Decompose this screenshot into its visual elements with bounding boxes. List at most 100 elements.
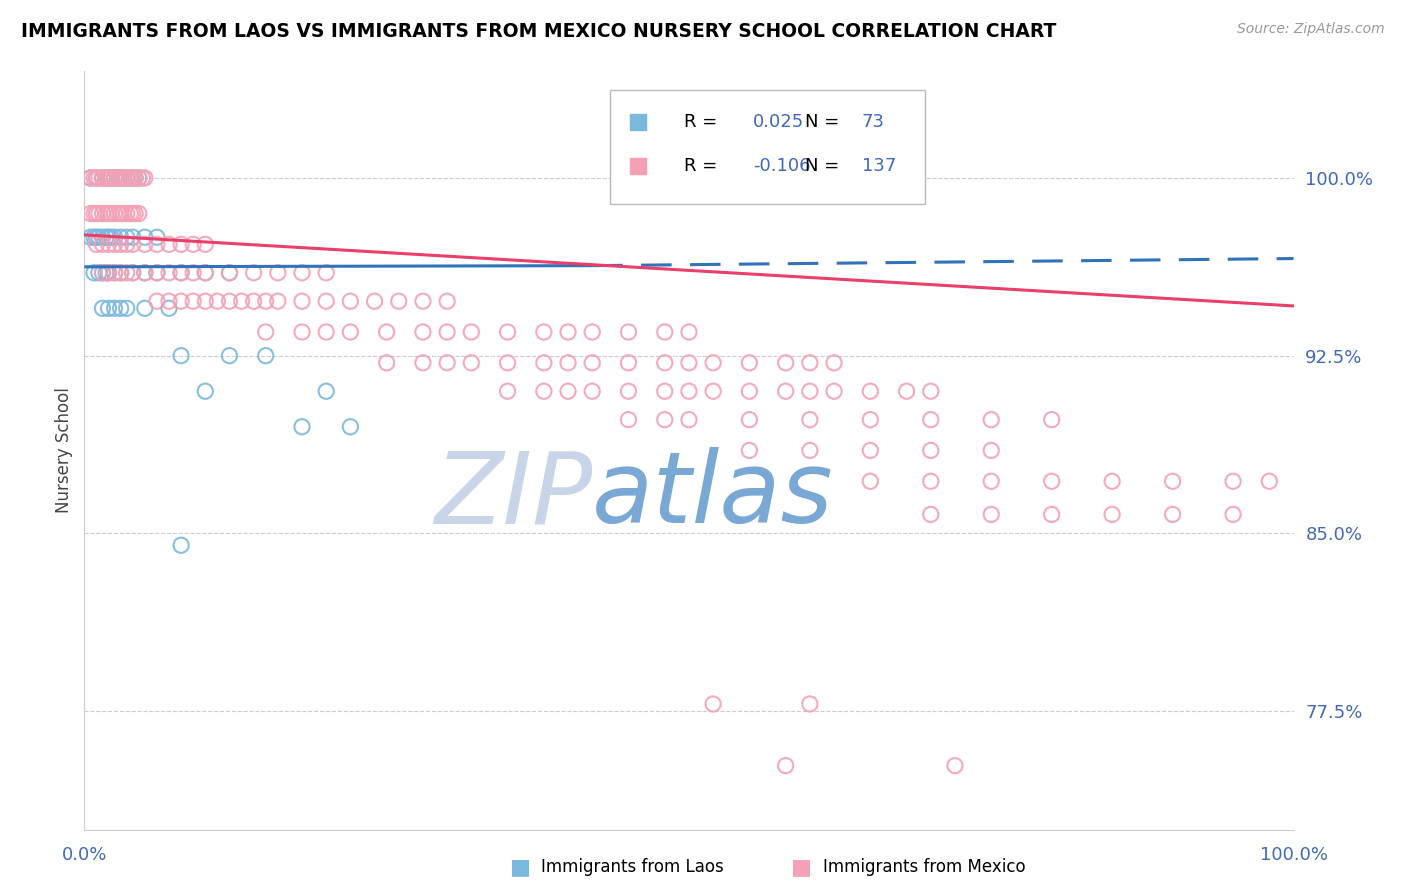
Point [859,443,882,458]
Point [1161,508,1184,522]
Point [112,171,135,186]
Point [91,266,114,280]
Point [980,412,1002,426]
Point [920,412,942,426]
Point [460,325,482,339]
Point [194,237,217,252]
Point [943,758,966,772]
Text: R =: R = [685,157,723,175]
Point [97,230,120,244]
Point [738,356,761,370]
Point [799,697,821,711]
Text: ■: ■ [510,857,530,877]
Point [581,325,603,339]
Point [207,294,229,309]
Point [436,325,458,339]
Point [218,294,240,309]
Point [315,266,337,280]
Point [194,294,217,309]
Point [920,508,942,522]
Point [120,206,142,220]
Point [97,206,120,220]
Point [100,230,122,244]
Point [581,384,603,399]
Point [678,412,700,426]
Point [94,266,117,280]
Point [920,443,942,458]
Point [110,301,132,316]
FancyBboxPatch shape [610,90,925,204]
Point [100,171,122,186]
Point [738,443,761,458]
Point [231,294,253,309]
Point [157,266,180,280]
Text: 0.025: 0.025 [754,113,804,131]
Y-axis label: Nursery School: Nursery School [55,387,73,514]
Point [83,230,105,244]
Point [97,237,120,252]
Point [83,206,105,220]
Point [110,206,132,220]
Point [146,230,169,244]
Point [896,384,918,399]
Point [86,237,108,252]
Point [654,356,676,370]
Point [134,266,156,280]
Point [181,237,204,252]
Point [104,301,127,316]
Point [412,294,434,309]
Point [291,294,314,309]
Point [678,356,700,370]
Point [121,171,143,186]
Point [91,237,114,252]
Point [112,171,135,186]
Point [120,171,142,186]
Point [617,384,640,399]
Point [654,325,676,339]
Point [823,384,845,399]
Point [100,171,122,186]
Point [267,294,290,309]
Point [134,237,156,252]
Point [91,171,114,186]
Point [291,266,314,280]
Point [104,237,127,252]
Point [94,171,117,186]
Point [375,325,398,339]
Point [170,237,193,252]
Point [412,325,434,339]
Point [678,325,700,339]
Text: N =: N = [806,113,845,131]
Point [799,412,821,426]
Point [702,384,724,399]
Point [83,266,105,280]
Point [97,301,120,316]
Point [104,206,127,220]
Point [97,171,120,186]
Point [617,356,640,370]
Point [617,412,640,426]
Point [104,230,127,244]
Point [496,325,519,339]
Point [87,171,110,186]
Point [980,508,1002,522]
Point [1258,475,1281,489]
Point [254,294,277,309]
Point [496,356,519,370]
Point [738,412,761,426]
Point [1040,412,1063,426]
Point [654,412,676,426]
Text: N =: N = [806,157,845,175]
Point [120,171,142,186]
Point [980,475,1002,489]
Point [170,266,193,280]
Point [1161,475,1184,489]
Point [1040,475,1063,489]
Point [496,384,519,399]
Point [859,475,882,489]
Point [363,294,385,309]
Point [702,356,724,370]
Point [128,171,150,186]
Point [823,356,845,370]
Point [94,171,117,186]
